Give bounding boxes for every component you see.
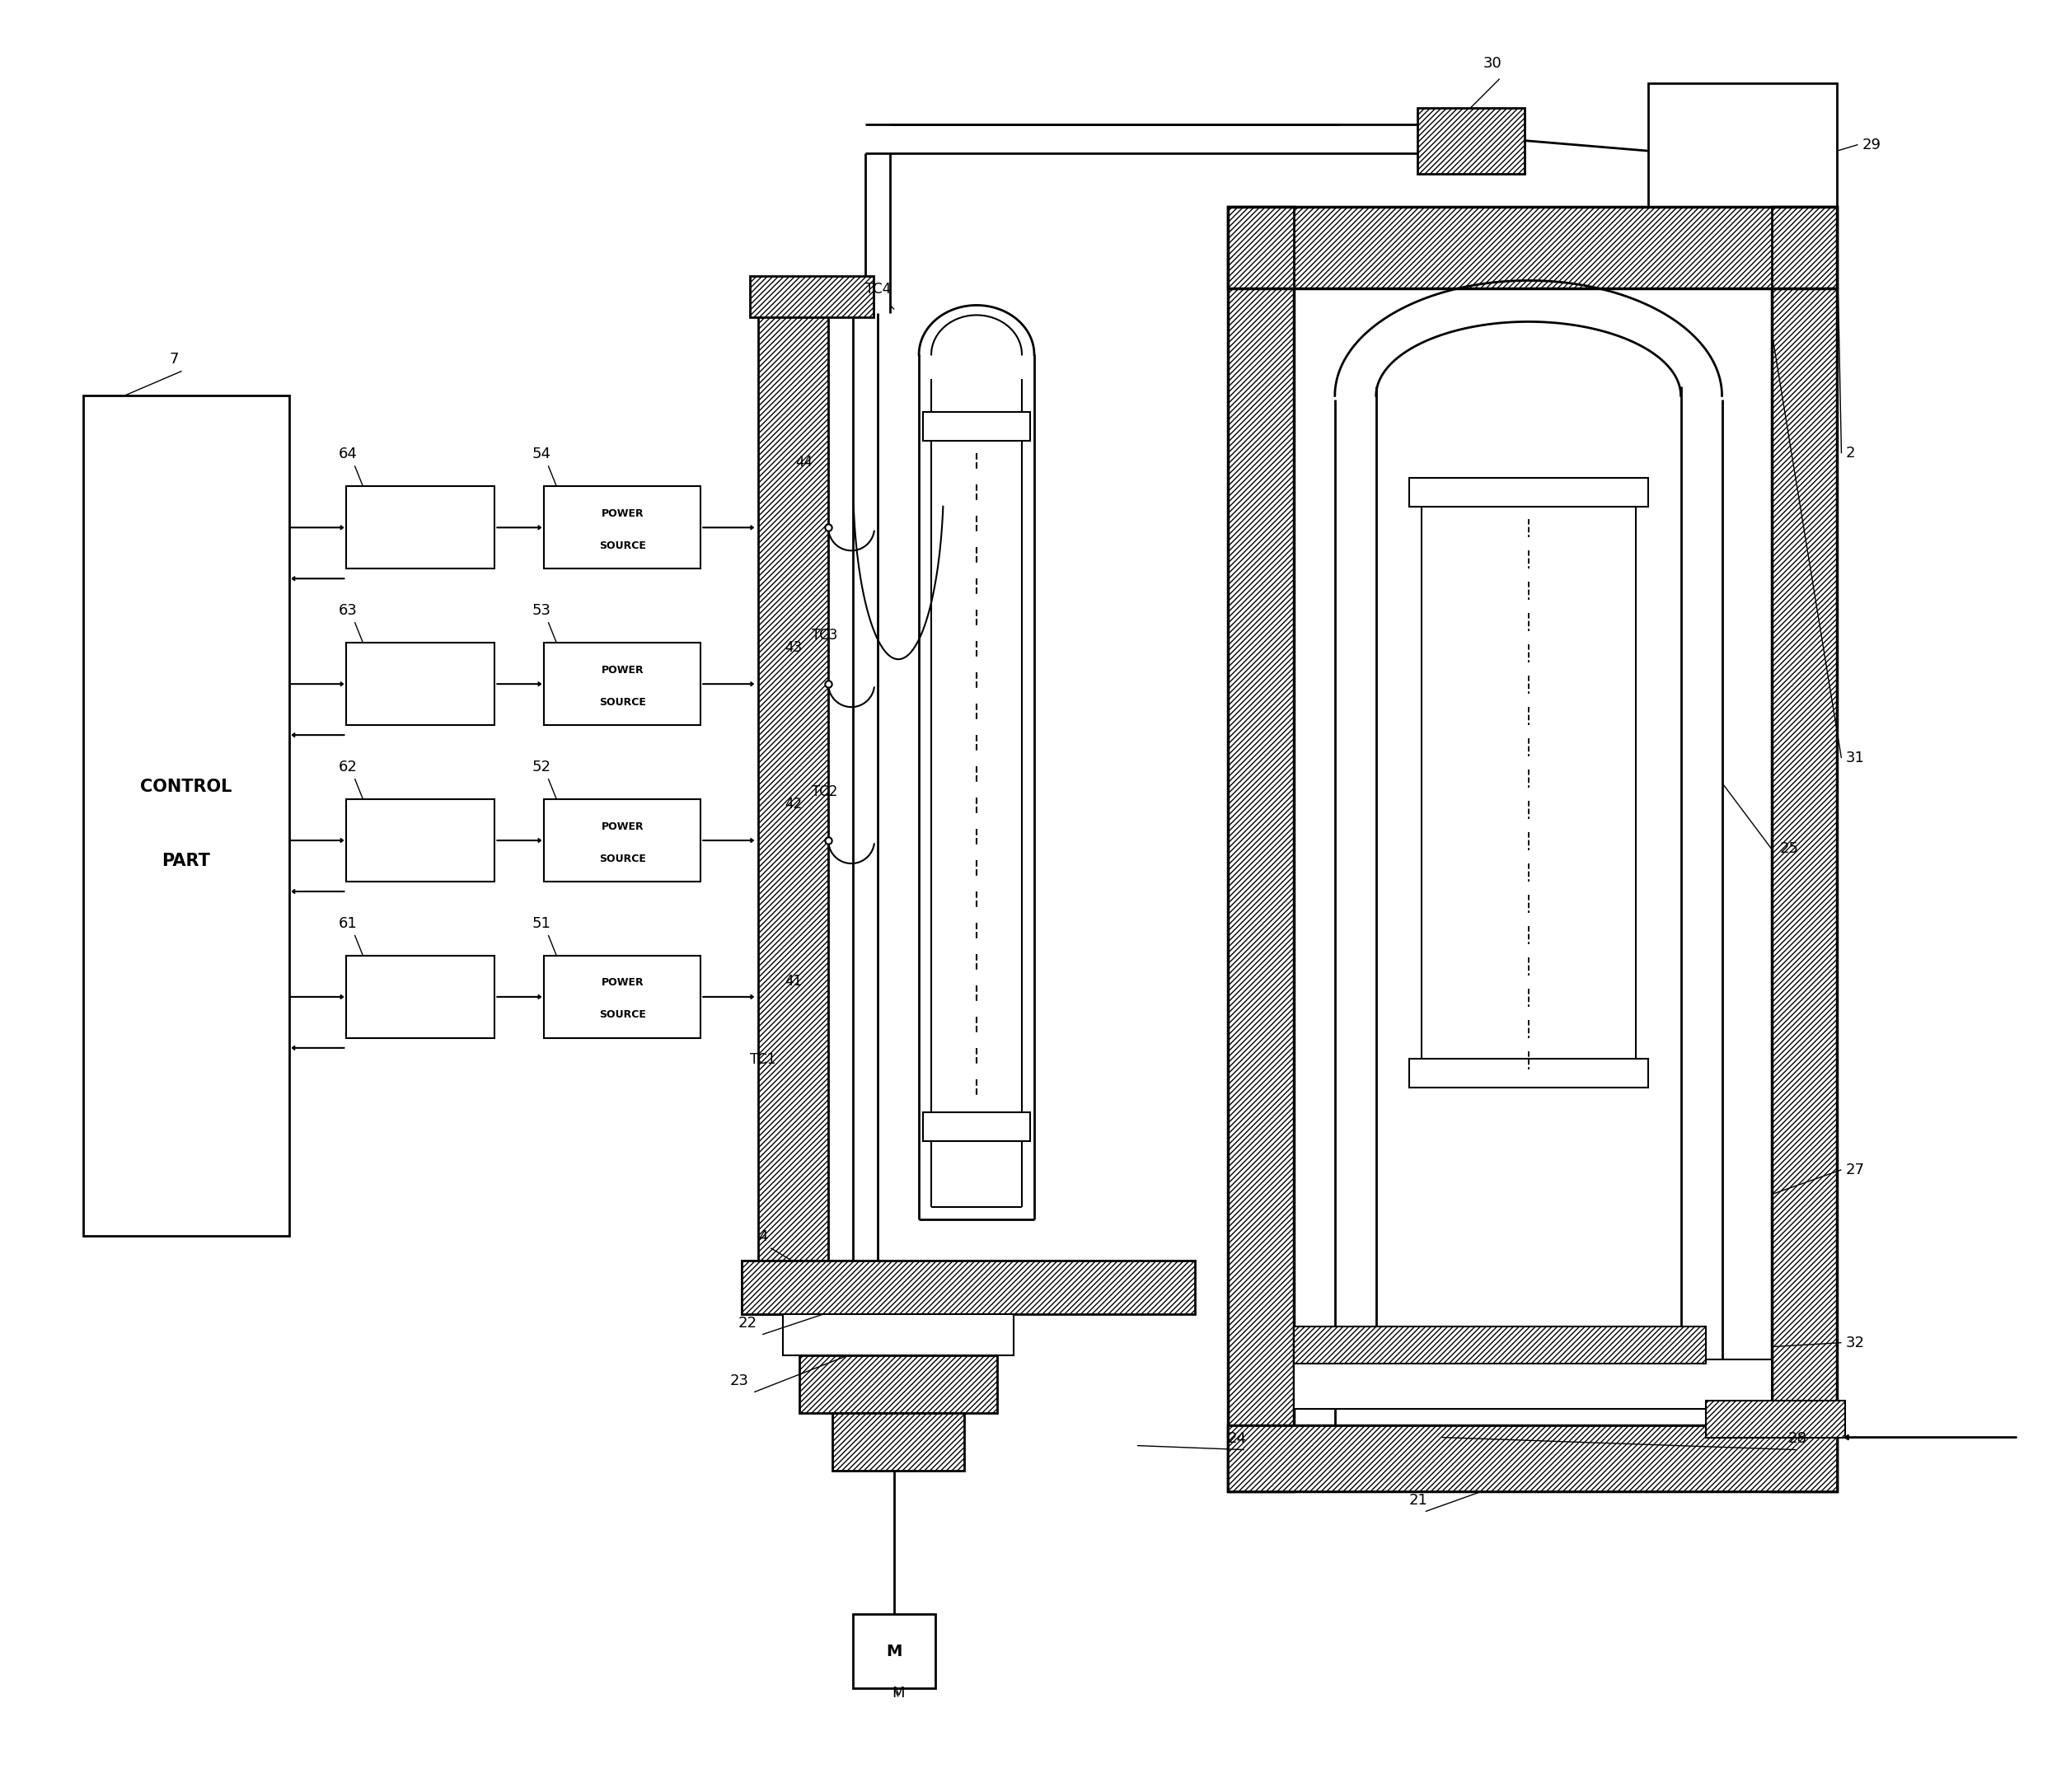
Bar	[742, 1260, 1194, 1314]
Bar	[543, 955, 700, 1038]
Text: 32: 32	[1845, 1335, 1864, 1349]
Bar	[924, 1113, 1031, 1142]
Text: 7: 7	[169, 353, 180, 367]
Text: TC2: TC2	[812, 785, 837, 799]
Bar	[347, 643, 494, 726]
Text: 25: 25	[1779, 840, 1799, 857]
Bar	[1771, 206, 1837, 1491]
Text: TC3: TC3	[812, 627, 837, 643]
Text: SOURCE: SOURCE	[599, 541, 647, 550]
Text: 53: 53	[531, 604, 552, 618]
Bar	[1293, 1358, 1771, 1409]
Text: 51: 51	[531, 916, 552, 932]
Bar	[800, 1355, 998, 1412]
Bar	[347, 486, 494, 568]
Bar	[1649, 82, 1837, 219]
Bar	[83, 396, 289, 1236]
Text: 64: 64	[339, 446, 357, 462]
Bar	[543, 799, 700, 882]
Text: CONTROL: CONTROL	[140, 780, 231, 796]
Text: TC1: TC1	[750, 1052, 777, 1066]
Text: 63: 63	[339, 604, 357, 618]
Text: 52: 52	[531, 760, 552, 774]
Bar	[1293, 1326, 1707, 1364]
Text: 27: 27	[1845, 1163, 1864, 1177]
Text: 29: 29	[1861, 138, 1880, 152]
Text: PART: PART	[161, 853, 211, 869]
Text: 21: 21	[1409, 1493, 1428, 1507]
Bar	[347, 799, 494, 882]
Bar	[543, 643, 700, 726]
Bar	[1293, 289, 1771, 1425]
Bar	[783, 1314, 1014, 1355]
Bar	[543, 486, 700, 568]
Bar	[924, 412, 1031, 441]
Text: M: M	[886, 1643, 903, 1659]
Text: 28: 28	[1787, 1430, 1806, 1446]
Bar	[750, 276, 874, 317]
Bar	[1409, 1059, 1649, 1088]
Bar	[1707, 1400, 1845, 1437]
Bar	[742, 1260, 849, 1314]
Text: 62: 62	[339, 760, 357, 774]
Text: 44: 44	[795, 455, 812, 470]
Text: SOURCE: SOURCE	[599, 1009, 647, 1020]
Text: 22: 22	[738, 1315, 756, 1330]
Text: POWER: POWER	[601, 665, 645, 676]
Text: 24: 24	[1227, 1430, 1246, 1446]
Text: 43: 43	[785, 640, 802, 656]
Bar	[1409, 478, 1649, 507]
Text: 41: 41	[785, 973, 802, 989]
Text: TC4: TC4	[866, 281, 890, 297]
Text: 31: 31	[1845, 751, 1864, 765]
Text: SOURCE: SOURCE	[599, 853, 647, 864]
Text: 54: 54	[531, 446, 552, 462]
Text: 61: 61	[339, 916, 357, 932]
Bar	[1227, 206, 1837, 289]
Text: 2: 2	[1845, 446, 1855, 461]
Text: POWER: POWER	[601, 821, 645, 831]
Text: 30: 30	[1483, 56, 1502, 70]
Text: 4: 4	[758, 1229, 769, 1244]
Text: SOURCE: SOURCE	[599, 697, 647, 708]
Bar	[1227, 1425, 1837, 1491]
Bar	[758, 314, 828, 1260]
Text: 42: 42	[785, 797, 802, 812]
Bar	[853, 1615, 936, 1688]
Text: POWER: POWER	[601, 509, 645, 520]
Bar	[1227, 206, 1293, 1491]
Text: 23: 23	[729, 1373, 748, 1389]
Bar	[1227, 1425, 1837, 1491]
Bar	[1417, 108, 1525, 174]
Text: M: M	[893, 1686, 905, 1701]
Text: POWER: POWER	[601, 977, 645, 987]
Bar	[347, 955, 494, 1038]
Bar	[833, 1412, 965, 1469]
